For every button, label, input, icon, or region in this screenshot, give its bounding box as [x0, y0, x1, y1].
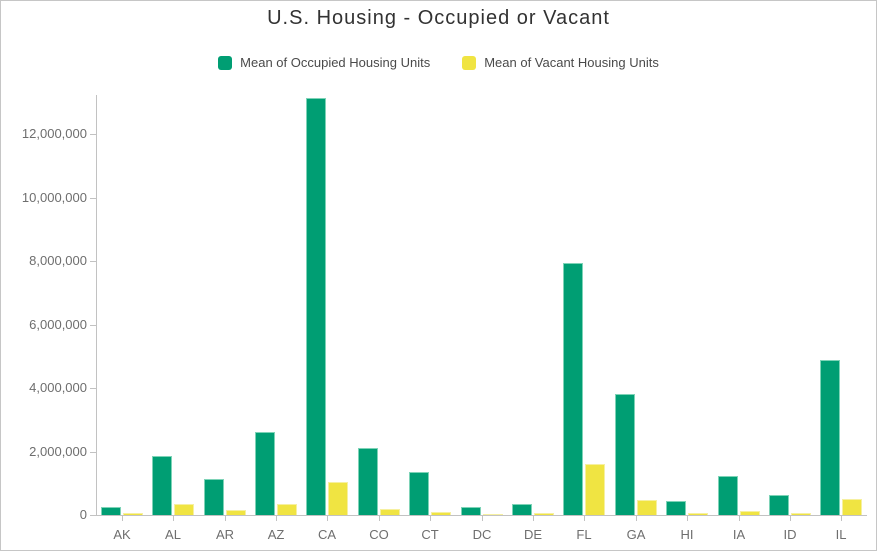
bar-vacant-DE[interactable]: [534, 513, 554, 515]
x-axis-label-AK: AK: [113, 527, 131, 542]
x-axis-tick: [327, 515, 328, 521]
x-axis-label-DC: DC: [472, 527, 492, 542]
x-axis-tick: [687, 515, 688, 521]
bar-occupied-AK[interactable]: [101, 507, 121, 515]
bar-vacant-HI[interactable]: [688, 513, 708, 515]
x-axis-tick: [739, 515, 740, 521]
bar-vacant-CA[interactable]: [328, 482, 348, 515]
y-axis-line: [96, 95, 97, 515]
x-axis-tick: [379, 515, 380, 521]
x-axis-line: [90, 515, 867, 516]
y-axis-tick: [90, 515, 96, 516]
bar-occupied-DE[interactable]: [512, 504, 532, 515]
bar-vacant-GA[interactable]: [637, 500, 657, 515]
bar-vacant-ID[interactable]: [791, 513, 811, 515]
x-axis-label-GA: GA: [626, 527, 646, 542]
y-axis-label: 8,000,000: [29, 253, 87, 268]
y-axis-tick: [90, 134, 96, 135]
legend-label-occupied: Mean of Occupied Housing Units: [240, 55, 431, 70]
x-axis-tick: [636, 515, 637, 521]
bar-vacant-FL[interactable]: [585, 464, 605, 515]
bar-occupied-DC[interactable]: [461, 507, 481, 515]
bar-occupied-CO[interactable]: [358, 448, 378, 515]
legend-item-vacant[interactable]: Mean of Vacant Housing Units: [462, 55, 659, 70]
x-axis-label-DE: DE: [523, 527, 543, 542]
x-axis-label-ID: ID: [783, 527, 797, 542]
y-axis-label: 6,000,000: [29, 317, 87, 332]
bar-occupied-AL[interactable]: [152, 456, 172, 515]
bar-occupied-FL[interactable]: [563, 263, 583, 515]
bar-vacant-CO[interactable]: [380, 509, 400, 515]
chart-title: U.S. Housing - Occupied or Vacant: [267, 7, 610, 29]
x-axis-tick: [122, 515, 123, 521]
y-axis-label: 4,000,000: [29, 380, 87, 395]
y-axis-label: 10,000,000: [21, 190, 87, 205]
x-axis-tick: [276, 515, 277, 521]
x-axis-label-HI: HI: [680, 527, 694, 542]
x-axis-label-AZ: AZ: [267, 527, 285, 542]
y-axis-label: 2,000,000: [29, 444, 87, 459]
legend-swatch-occupied-icon: [218, 55, 233, 70]
bar-vacant-IA[interactable]: [740, 511, 760, 515]
bar-occupied-AR[interactable]: [204, 479, 224, 515]
y-axis-label: 12,000,000: [21, 126, 87, 141]
bar-vacant-AR[interactable]: [226, 510, 246, 515]
y-axis-tick: [90, 388, 96, 389]
bar-occupied-IL[interactable]: [820, 360, 840, 515]
x-axis-tick: [584, 515, 585, 521]
x-axis-tick: [482, 515, 483, 521]
bar-vacant-CT[interactable]: [431, 512, 451, 515]
x-axis-tick: [841, 515, 842, 521]
x-axis-tick: [430, 515, 431, 521]
bar-occupied-IA[interactable]: [718, 476, 738, 515]
legend-label-vacant: Mean of Vacant Housing Units: [484, 55, 659, 70]
bar-occupied-HI[interactable]: [666, 501, 686, 515]
bar-occupied-ID[interactable]: [769, 495, 789, 515]
y-axis-tick: [90, 261, 96, 262]
x-axis-label-CO: CO: [369, 527, 389, 542]
x-axis-label-AR: AR: [215, 527, 235, 542]
x-axis-label-FL: FL: [576, 527, 592, 542]
y-axis-tick: [90, 198, 96, 199]
bar-vacant-DC[interactable]: [483, 514, 503, 515]
legend-item-occupied[interactable]: Mean of Occupied Housing Units: [218, 55, 430, 70]
bar-vacant-AL[interactable]: [174, 504, 194, 515]
legend: Mean of Occupied Housing Units Mean of V…: [1, 55, 876, 70]
x-axis-tick: [225, 515, 226, 521]
legend-swatch-vacant-icon: [462, 55, 477, 70]
x-axis-label-IL: IL: [835, 527, 847, 542]
x-axis-label-CT: CT: [421, 527, 439, 542]
bar-occupied-AZ[interactable]: [255, 432, 275, 515]
bar-vacant-AK[interactable]: [123, 513, 143, 515]
x-axis-label-AL: AL: [165, 527, 181, 542]
bar-occupied-GA[interactable]: [615, 394, 635, 515]
x-axis-tick: [790, 515, 791, 521]
x-axis-label-CA: CA: [317, 527, 337, 542]
x-axis-tick: [173, 515, 174, 521]
x-axis-label-IA: IA: [732, 527, 746, 542]
bar-vacant-AZ[interactable]: [277, 504, 297, 515]
y-axis-tick: [90, 325, 96, 326]
y-axis-tick: [90, 452, 96, 453]
x-axis-tick: [533, 515, 534, 521]
bar-occupied-CA[interactable]: [306, 98, 326, 515]
bar-occupied-CT[interactable]: [409, 472, 429, 515]
y-axis-label: 0: [79, 507, 87, 522]
bar-vacant-IL[interactable]: [842, 499, 862, 515]
